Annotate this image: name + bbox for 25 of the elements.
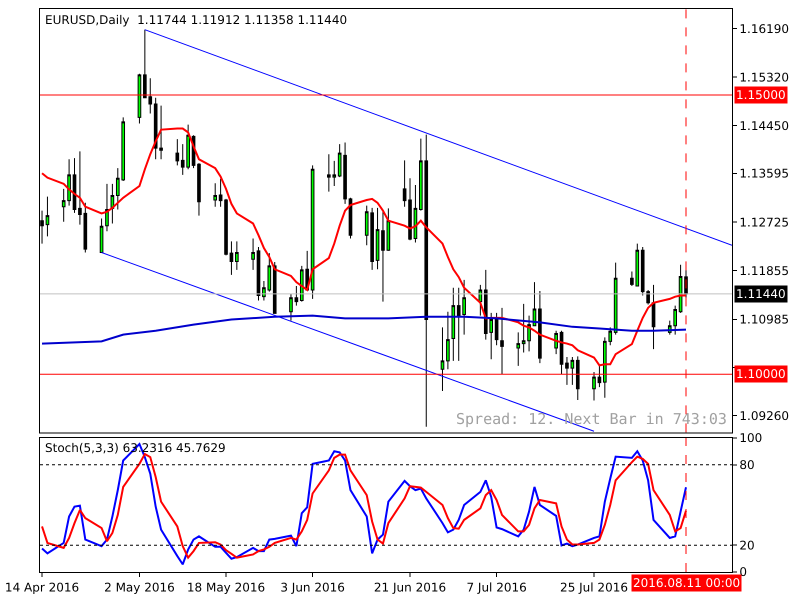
x-tick-label: 2 May 2016	[104, 580, 175, 594]
x-tick-label: 14 Apr 2016	[4, 580, 80, 594]
y-tick-label: 100	[739, 431, 762, 446]
x-tick-label: 3 Jun 2016	[280, 580, 345, 594]
annotation: Spread: 12. Next Bar in 743:03	[456, 410, 727, 428]
chart-title: EURUSD,Daily 1.11744 1.11912 1.11358 1.11440	[45, 13, 348, 27]
ref-line-label: 1.11440	[736, 287, 786, 301]
ref-line-label: 1.15000	[736, 88, 786, 102]
x-tick-label: 25 Jul 2016	[560, 580, 628, 594]
y-tick-label: 1.15320	[739, 70, 790, 84]
y-tick-label: 80	[739, 458, 755, 472]
y-tick-label: 1.12725	[739, 215, 790, 230]
y-tick-label: 1.13595	[739, 166, 790, 181]
y-tick-label: 20	[739, 538, 755, 552]
x-tick-label: 7 Jul 2016	[466, 580, 527, 594]
ref-line-label: 2016.08.11 00:00	[633, 576, 740, 590]
x-tick-label: 21 Jun 2016	[374, 580, 446, 594]
ref-line-label: 1.10000	[736, 367, 786, 381]
y-tick-label: 1.14450	[739, 118, 790, 133]
y-tick-label: 1.09260	[739, 408, 790, 423]
y-tick-label: 0	[739, 565, 748, 580]
x-tick-label: 18 May 2016	[186, 580, 266, 594]
y-tick-label: 1.11855	[739, 264, 790, 278]
y-tick-label: 1.16190	[739, 22, 790, 36]
y-tick-label: 1.10985	[739, 312, 790, 326]
